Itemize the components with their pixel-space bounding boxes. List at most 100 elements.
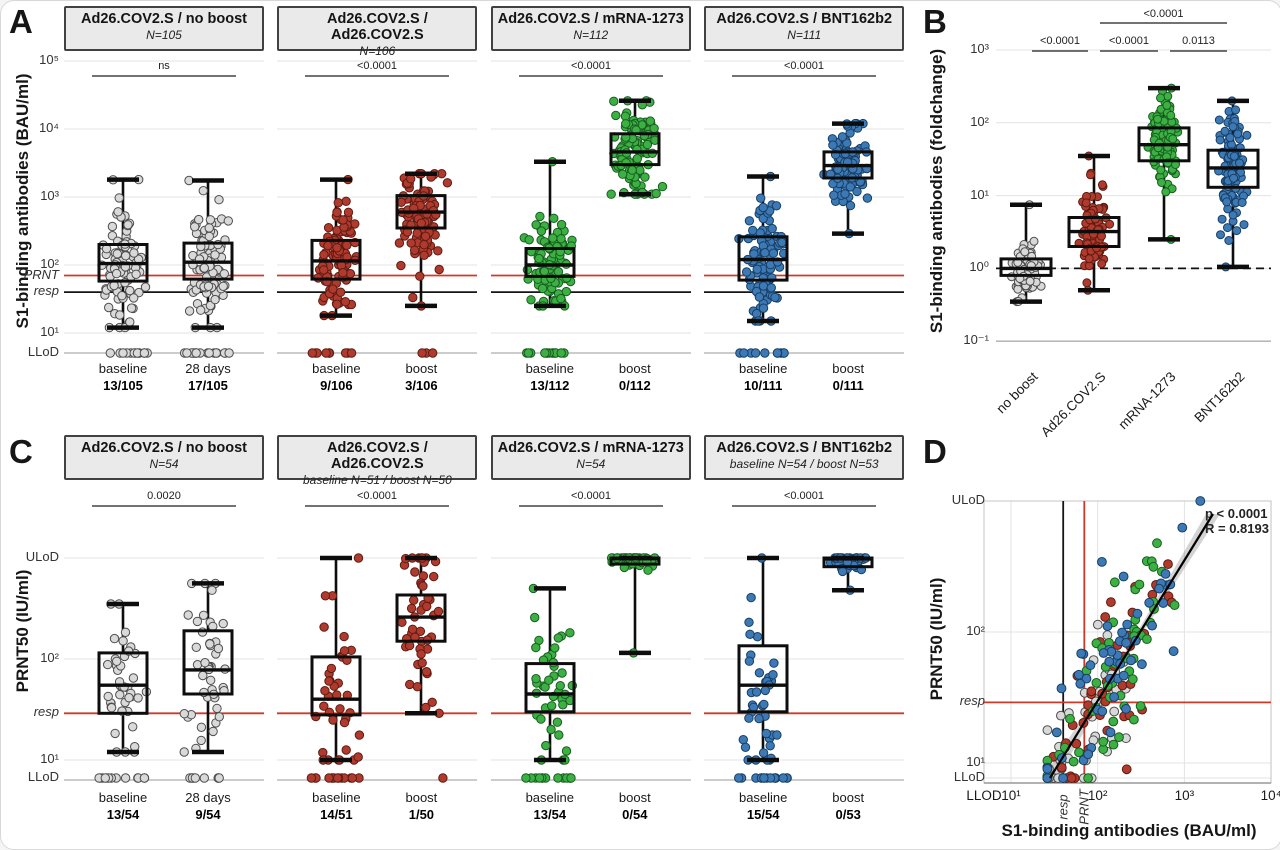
data-point-at-lod	[307, 773, 317, 783]
data-point	[409, 595, 419, 605]
significance-label: 0.0020	[147, 490, 181, 502]
data-point-at-lod	[347, 773, 358, 783]
data-point	[117, 291, 127, 301]
below-lod-fraction: 14/51	[320, 807, 353, 822]
data-point	[396, 260, 406, 271]
data-point	[194, 214, 204, 225]
data-point	[1134, 579, 1145, 590]
box-dot-group	[395, 553, 448, 783]
significance-label: <0.0001	[1143, 9, 1183, 20]
data-point	[319, 250, 329, 260]
data-point	[332, 299, 342, 310]
regression-line	[1049, 513, 1214, 779]
data-point	[341, 745, 352, 755]
data-point	[204, 231, 215, 242]
data-point	[421, 231, 431, 242]
data-point	[218, 281, 228, 292]
below-lod-fraction: 0/53	[835, 807, 861, 822]
data-point	[183, 610, 193, 620]
group-label: baseline	[738, 361, 788, 376]
data-point	[212, 703, 222, 714]
data-point	[1160, 569, 1171, 579]
significance-label: ns	[158, 60, 170, 72]
data-point	[546, 724, 556, 735]
data-point	[1233, 129, 1243, 139]
data-point	[332, 207, 343, 218]
data-point	[1056, 683, 1067, 694]
panel-c-letter: C	[9, 433, 33, 470]
box	[524, 662, 576, 714]
regression-annotation: p < 0.0001 R = 0.8193	[1205, 506, 1269, 536]
data-point-at-lod	[182, 348, 192, 358]
group-label: baseline	[312, 790, 361, 805]
data-point	[645, 116, 655, 126]
data-point	[107, 221, 118, 232]
data-point	[744, 617, 754, 628]
panel-a-letter: A	[9, 3, 33, 40]
p-value-label: p < 0.0001	[1205, 506, 1268, 521]
data-point	[112, 249, 122, 259]
data-point	[1142, 634, 1152, 645]
data-point	[1092, 619, 1103, 630]
data-point	[1137, 659, 1147, 670]
data-point	[344, 207, 354, 218]
x-category-label: BNT162b2	[1191, 369, 1248, 426]
data-point	[536, 226, 546, 236]
subpanel-subtitle: N=105	[146, 28, 182, 42]
data-point	[341, 297, 351, 307]
data-point	[1097, 706, 1108, 717]
data-point-at-lod	[438, 773, 448, 783]
data-point	[1163, 559, 1173, 569]
data-point	[1029, 236, 1039, 246]
data-point-at-lod	[552, 773, 563, 783]
data-point	[125, 285, 135, 296]
panel-d-x-axis-title: S1-binding antibodies (BAU/ml)	[1001, 821, 1257, 840]
significance-label: <0.0001	[1040, 35, 1080, 47]
group-label: boost	[832, 790, 865, 805]
data-point	[1118, 571, 1129, 582]
data-point	[1195, 496, 1206, 506]
data-point	[128, 722, 138, 732]
data-point	[433, 246, 443, 256]
data-point	[140, 282, 151, 292]
data-point	[203, 281, 214, 292]
x-tick-10³: 10³	[1174, 788, 1195, 803]
data-point	[1223, 223, 1232, 233]
data-point	[1082, 278, 1092, 288]
data-point	[340, 717, 350, 728]
panel-a-plot-2: <0.0001	[490, 60, 691, 358]
data-point	[130, 742, 140, 752]
data-point	[766, 283, 777, 293]
y-tick-10⁻¹: 10⁻¹	[963, 332, 989, 348]
data-point	[1242, 130, 1252, 140]
data-point	[223, 216, 234, 226]
data-point	[103, 691, 113, 702]
data-point	[758, 303, 769, 313]
data-point	[1102, 621, 1113, 632]
data-point	[556, 219, 567, 230]
data-point	[754, 713, 764, 724]
data-point	[320, 686, 330, 696]
data-point	[842, 138, 852, 148]
data-point	[547, 233, 558, 243]
subpanel-header: Ad26.COV2.S / no boost N=54	[64, 435, 264, 480]
data-point-at-lod	[214, 773, 224, 783]
data-point	[1076, 648, 1087, 659]
data-point	[1109, 692, 1120, 702]
data-point-at-lod	[190, 773, 201, 783]
data-point	[1239, 220, 1249, 230]
panel-c-y-axis-title: PRNT50 (IU/ml)	[13, 569, 32, 693]
data-point	[1085, 660, 1096, 671]
data-point	[756, 193, 766, 203]
data-point	[335, 704, 346, 714]
box-dot-group	[999, 200, 1053, 307]
data-point	[355, 730, 365, 740]
data-point	[557, 668, 567, 678]
data-point-at-lod	[333, 773, 343, 783]
data-point	[1156, 165, 1166, 175]
subpanel-subtitle: baseline N=51 / boost N=50	[303, 473, 452, 487]
data-point	[191, 642, 202, 653]
data-point	[113, 207, 123, 217]
data-point	[1232, 226, 1242, 236]
box-dot-group	[395, 169, 453, 358]
